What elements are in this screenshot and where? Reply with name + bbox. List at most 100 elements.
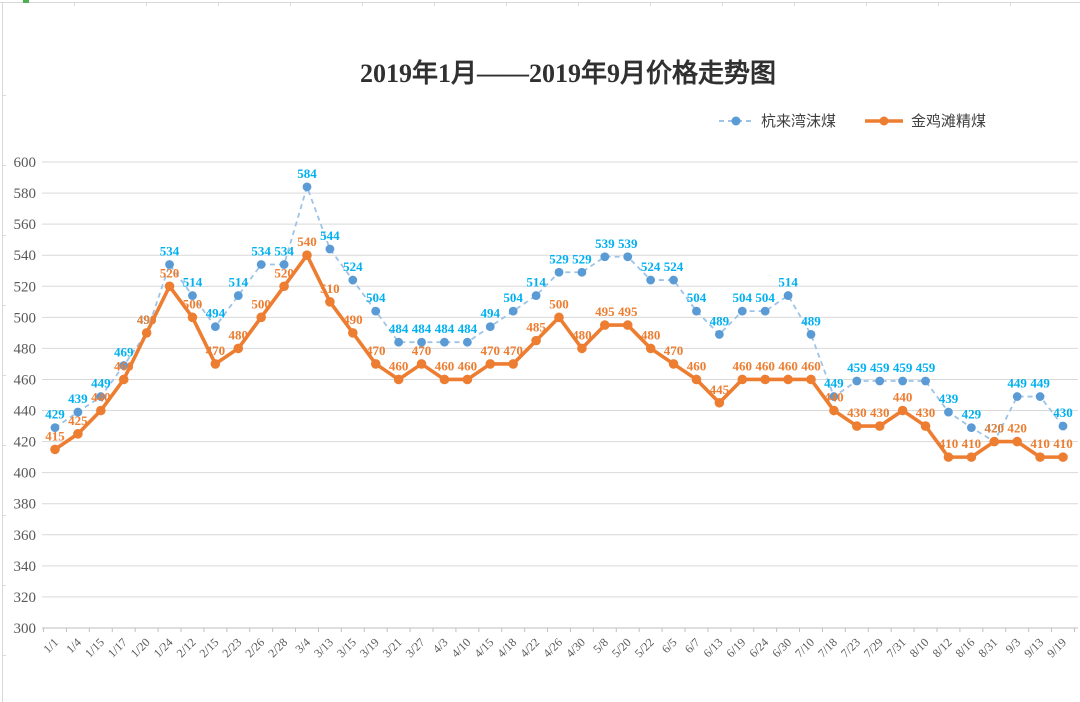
data-point[interactable]: [875, 376, 885, 386]
legend-item-jinjitan[interactable]: 金鸡滩精煤: [864, 110, 986, 131]
data-point[interactable]: [416, 359, 427, 369]
data-point[interactable]: [233, 291, 243, 300]
data-point[interactable]: [1035, 452, 1045, 462]
data-point[interactable]: [1012, 436, 1022, 447]
data-point[interactable]: [760, 374, 770, 385]
data-point[interactable]: [692, 306, 701, 316]
data-point[interactable]: [531, 291, 541, 300]
data-point[interactable]: [50, 444, 60, 455]
data-point[interactable]: [485, 359, 496, 369]
data-point[interactable]: [394, 337, 404, 347]
data-point[interactable]: [943, 452, 954, 462]
svg-text:3/13: 3/13: [311, 635, 336, 660]
data-point[interactable]: [210, 322, 220, 332]
data-point[interactable]: [417, 337, 426, 347]
data-point[interactable]: [440, 337, 449, 347]
data-point[interactable]: [118, 374, 129, 385]
data-point[interactable]: [874, 421, 885, 431]
data-point[interactable]: [783, 374, 793, 385]
data-point[interactable]: [73, 429, 83, 439]
data-point[interactable]: [898, 376, 908, 386]
data-point[interactable]: [783, 291, 793, 300]
data-point[interactable]: [966, 423, 976, 433]
data-point[interactable]: [462, 374, 473, 385]
svg-text:529: 529: [549, 251, 569, 266]
data-point[interactable]: [714, 397, 725, 408]
data-point[interactable]: [760, 306, 770, 316]
data-point[interactable]: [852, 376, 862, 386]
data-point[interactable]: [348, 275, 358, 285]
data-point[interactable]: [966, 452, 977, 462]
data-point[interactable]: [439, 374, 450, 385]
data-point[interactable]: [1058, 452, 1068, 462]
data-point[interactable]: [531, 335, 541, 346]
data-point[interactable]: [164, 281, 175, 292]
legend-item-hanglaiwan[interactable]: 杭来湾沫煤: [718, 110, 836, 131]
data-point[interactable]: [485, 322, 495, 332]
data-point[interactable]: [371, 306, 381, 316]
data-point[interactable]: [645, 343, 656, 354]
data-point[interactable]: [187, 312, 198, 323]
data-point[interactable]: [1035, 392, 1045, 401]
data-point[interactable]: [806, 374, 816, 385]
data-point[interactable]: [302, 182, 312, 192]
data-point[interactable]: [96, 392, 106, 401]
data-point[interactable]: [622, 320, 633, 330]
data-point[interactable]: [806, 330, 816, 339]
data-point[interactable]: [921, 376, 930, 386]
data-point[interactable]: [119, 361, 129, 370]
data-point[interactable]: [668, 359, 679, 369]
svg-text:1/4: 1/4: [63, 635, 84, 656]
data-point[interactable]: [600, 320, 610, 330]
data-point[interactable]: [508, 306, 518, 316]
data-point[interactable]: [920, 421, 931, 431]
data-point[interactable]: [73, 407, 83, 417]
data-point[interactable]: [554, 267, 564, 277]
data-point[interactable]: [393, 374, 404, 385]
data-point[interactable]: [96, 405, 106, 416]
svg-text:460: 460: [389, 358, 409, 373]
data-point[interactable]: [897, 405, 908, 416]
data-point[interactable]: [210, 359, 221, 369]
data-point[interactable]: [256, 260, 266, 269]
data-point[interactable]: [737, 306, 747, 316]
data-point[interactable]: [188, 291, 197, 300]
data-point[interactable]: [165, 260, 174, 269]
data-point[interactable]: [714, 330, 724, 339]
data-point[interactable]: [233, 343, 244, 354]
data-point[interactable]: [279, 281, 289, 292]
data-point[interactable]: [600, 252, 610, 262]
data-point[interactable]: [554, 312, 564, 323]
data-point[interactable]: [646, 275, 656, 285]
data-point[interactable]: [279, 260, 289, 269]
data-point[interactable]: [302, 250, 312, 260]
data-point[interactable]: [141, 328, 152, 338]
data-point[interactable]: [737, 374, 748, 385]
data-point[interactable]: [462, 337, 472, 347]
data-point[interactable]: [370, 359, 381, 369]
svg-text:480: 480: [14, 341, 37, 357]
data-point[interactable]: [256, 312, 266, 323]
data-point[interactable]: [691, 374, 702, 385]
svg-text:449: 449: [1030, 376, 1050, 391]
data-point[interactable]: [577, 267, 587, 277]
series-jinjitan[interactable]: 4154254404604905205004704805005205405104…: [45, 234, 1073, 462]
data-point[interactable]: [508, 359, 518, 369]
data-point[interactable]: [1058, 421, 1068, 431]
data-point[interactable]: [852, 421, 862, 431]
data-point[interactable]: [829, 392, 839, 401]
data-point[interactable]: [50, 423, 60, 433]
data-point[interactable]: [325, 297, 335, 307]
data-point[interactable]: [989, 436, 1000, 447]
data-point[interactable]: [348, 328, 358, 338]
data-point[interactable]: [829, 405, 839, 416]
data-point[interactable]: [577, 343, 587, 354]
data-point[interactable]: [1012, 392, 1022, 401]
data-point[interactable]: [623, 252, 633, 262]
data-point[interactable]: [944, 407, 953, 417]
data-point[interactable]: [325, 244, 335, 254]
svg-text:484: 484: [458, 321, 478, 336]
data-point[interactable]: [669, 275, 678, 285]
